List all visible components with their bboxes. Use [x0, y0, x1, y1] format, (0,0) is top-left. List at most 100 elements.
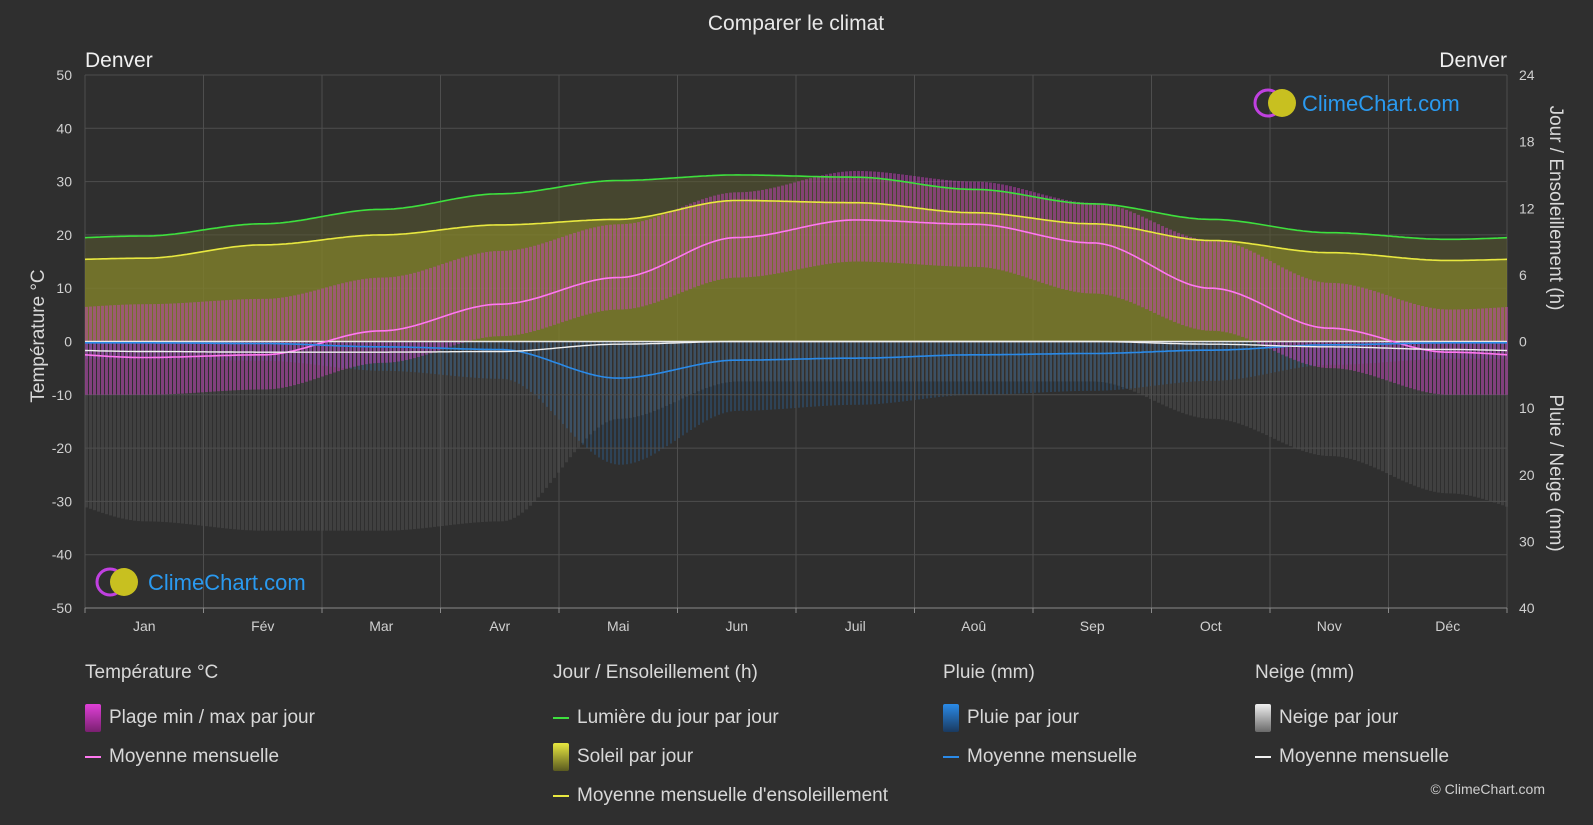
snow-day-bar [113, 341, 116, 517]
snow-day-bar [681, 341, 684, 399]
snow-day-bar [1389, 341, 1392, 475]
rain-day-bar [194, 341, 196, 360]
rain-day-bar [1270, 341, 1272, 374]
snow-day-bar [785, 341, 788, 382]
rain-day-bar [1418, 341, 1420, 360]
snow-day-bar [885, 341, 888, 382]
snow-day-bar [229, 341, 232, 529]
snow-day-bar [1241, 341, 1244, 425]
rain-day-bar [922, 341, 924, 399]
temp-range-bar [377, 277, 380, 363]
rain-day-bar [1310, 341, 1312, 367]
temp-range-bar [621, 224, 624, 310]
rain-day-bar [1402, 341, 1404, 361]
rain-day-bar [234, 341, 236, 361]
rain-day-bar [810, 341, 812, 407]
temp-range-bar [321, 288, 324, 377]
temp-range-bar [1489, 308, 1492, 395]
rain-day-bar [258, 341, 260, 361]
rain-day-bar [410, 341, 412, 372]
rain-day-bar [1282, 341, 1284, 371]
rain-day-bar [1086, 341, 1088, 391]
snow-day-bar [153, 341, 156, 522]
snow-day-bar [1365, 341, 1368, 465]
snow-day-bar [425, 341, 428, 528]
rain-day-bar [1294, 341, 1296, 369]
rain-day-bar [1406, 341, 1408, 361]
temp-range-bar [249, 299, 252, 390]
rain-day-bar [542, 341, 544, 403]
temp-range-bar [1481, 308, 1484, 395]
legend-header: Pluie (mm) [943, 662, 1035, 683]
rain-day-bar [1158, 341, 1160, 386]
snow-day-bar [145, 341, 148, 522]
rain-day-bar [198, 341, 200, 360]
snow-day-bar [225, 341, 228, 529]
temp-range-bar [145, 304, 148, 395]
rain-day-bar [826, 341, 828, 406]
temp-range-bar [1209, 240, 1212, 331]
snow-day-bar [1377, 341, 1380, 470]
snow-day-bar [357, 341, 360, 531]
snow-day-bar [213, 341, 216, 528]
temp-range-bar [1009, 186, 1012, 273]
snow-day-bar [317, 341, 320, 531]
rain-day-bar [1162, 341, 1164, 385]
y-right-bottom-tick-label: 40 [1519, 600, 1535, 616]
rain-day-bar [1142, 341, 1144, 388]
snow-day-bar [269, 341, 272, 531]
temp-range-bar [1109, 204, 1112, 296]
snow-day-bar [545, 341, 548, 488]
legend-item: Neige par jour [1255, 698, 1449, 737]
rain-day-bar [898, 341, 900, 402]
rain-day-bar [1314, 341, 1316, 366]
sunshine-swatch [553, 742, 569, 771]
rain-day-bar [166, 341, 168, 359]
rain-day-bar [978, 341, 980, 395]
rain-day-bar [790, 341, 792, 409]
snow-day-bar [377, 341, 380, 531]
snow-day-bar [401, 341, 404, 531]
snow-day-bar [1057, 341, 1060, 382]
snow-day-bar [909, 341, 912, 382]
snow-day-bar [489, 341, 492, 522]
snow-day-bar [341, 341, 344, 531]
snow-day-bar [453, 341, 456, 525]
temp-range-bar [901, 174, 904, 264]
temp-range-bar [809, 178, 812, 267]
rain-day-bar [1410, 341, 1412, 361]
snow-day-bar [1473, 341, 1476, 497]
rain-day-bar [770, 341, 772, 410]
temp-range-bar [905, 174, 908, 264]
temp-range-bar [353, 280, 356, 367]
climate-chart: Comparer le climat Denver Denver 50 40 30 2… [28, 12, 1566, 634]
snow-mean-line [84, 340, 1508, 353]
snow-day-bar [121, 341, 124, 519]
rain-day-bar [638, 341, 640, 462]
temp-range-bar [1485, 308, 1488, 395]
snow-day-bar [1157, 341, 1160, 403]
rain-day-bar [686, 341, 688, 433]
rain-day-bar [630, 341, 632, 464]
snow-day-bar [881, 341, 884, 382]
temp-range-bar [497, 250, 500, 337]
snow-day-bar [925, 341, 928, 382]
temp-range-bar [457, 258, 460, 345]
rain-day-bar [210, 341, 212, 360]
rain-day-bar [1046, 341, 1048, 393]
temp-range-bar [785, 184, 788, 272]
snow-day-bar [1289, 341, 1292, 447]
snow-day-bar [673, 341, 676, 403]
temp-range-bar [1297, 275, 1300, 362]
snow-day-bar [997, 341, 1000, 382]
temp-range-bar [361, 279, 364, 365]
snow-day-bar [345, 341, 348, 531]
rain-day-bar [338, 341, 340, 368]
snow-day-bar [725, 341, 728, 383]
snow-day-bar [529, 341, 532, 506]
temp-range-bar [1341, 283, 1344, 369]
rain-day-bar [318, 341, 320, 366]
temp-range-bar [1141, 216, 1144, 308]
snow-day-bar [549, 341, 552, 483]
y-left-tick-label: -10 [52, 387, 72, 403]
